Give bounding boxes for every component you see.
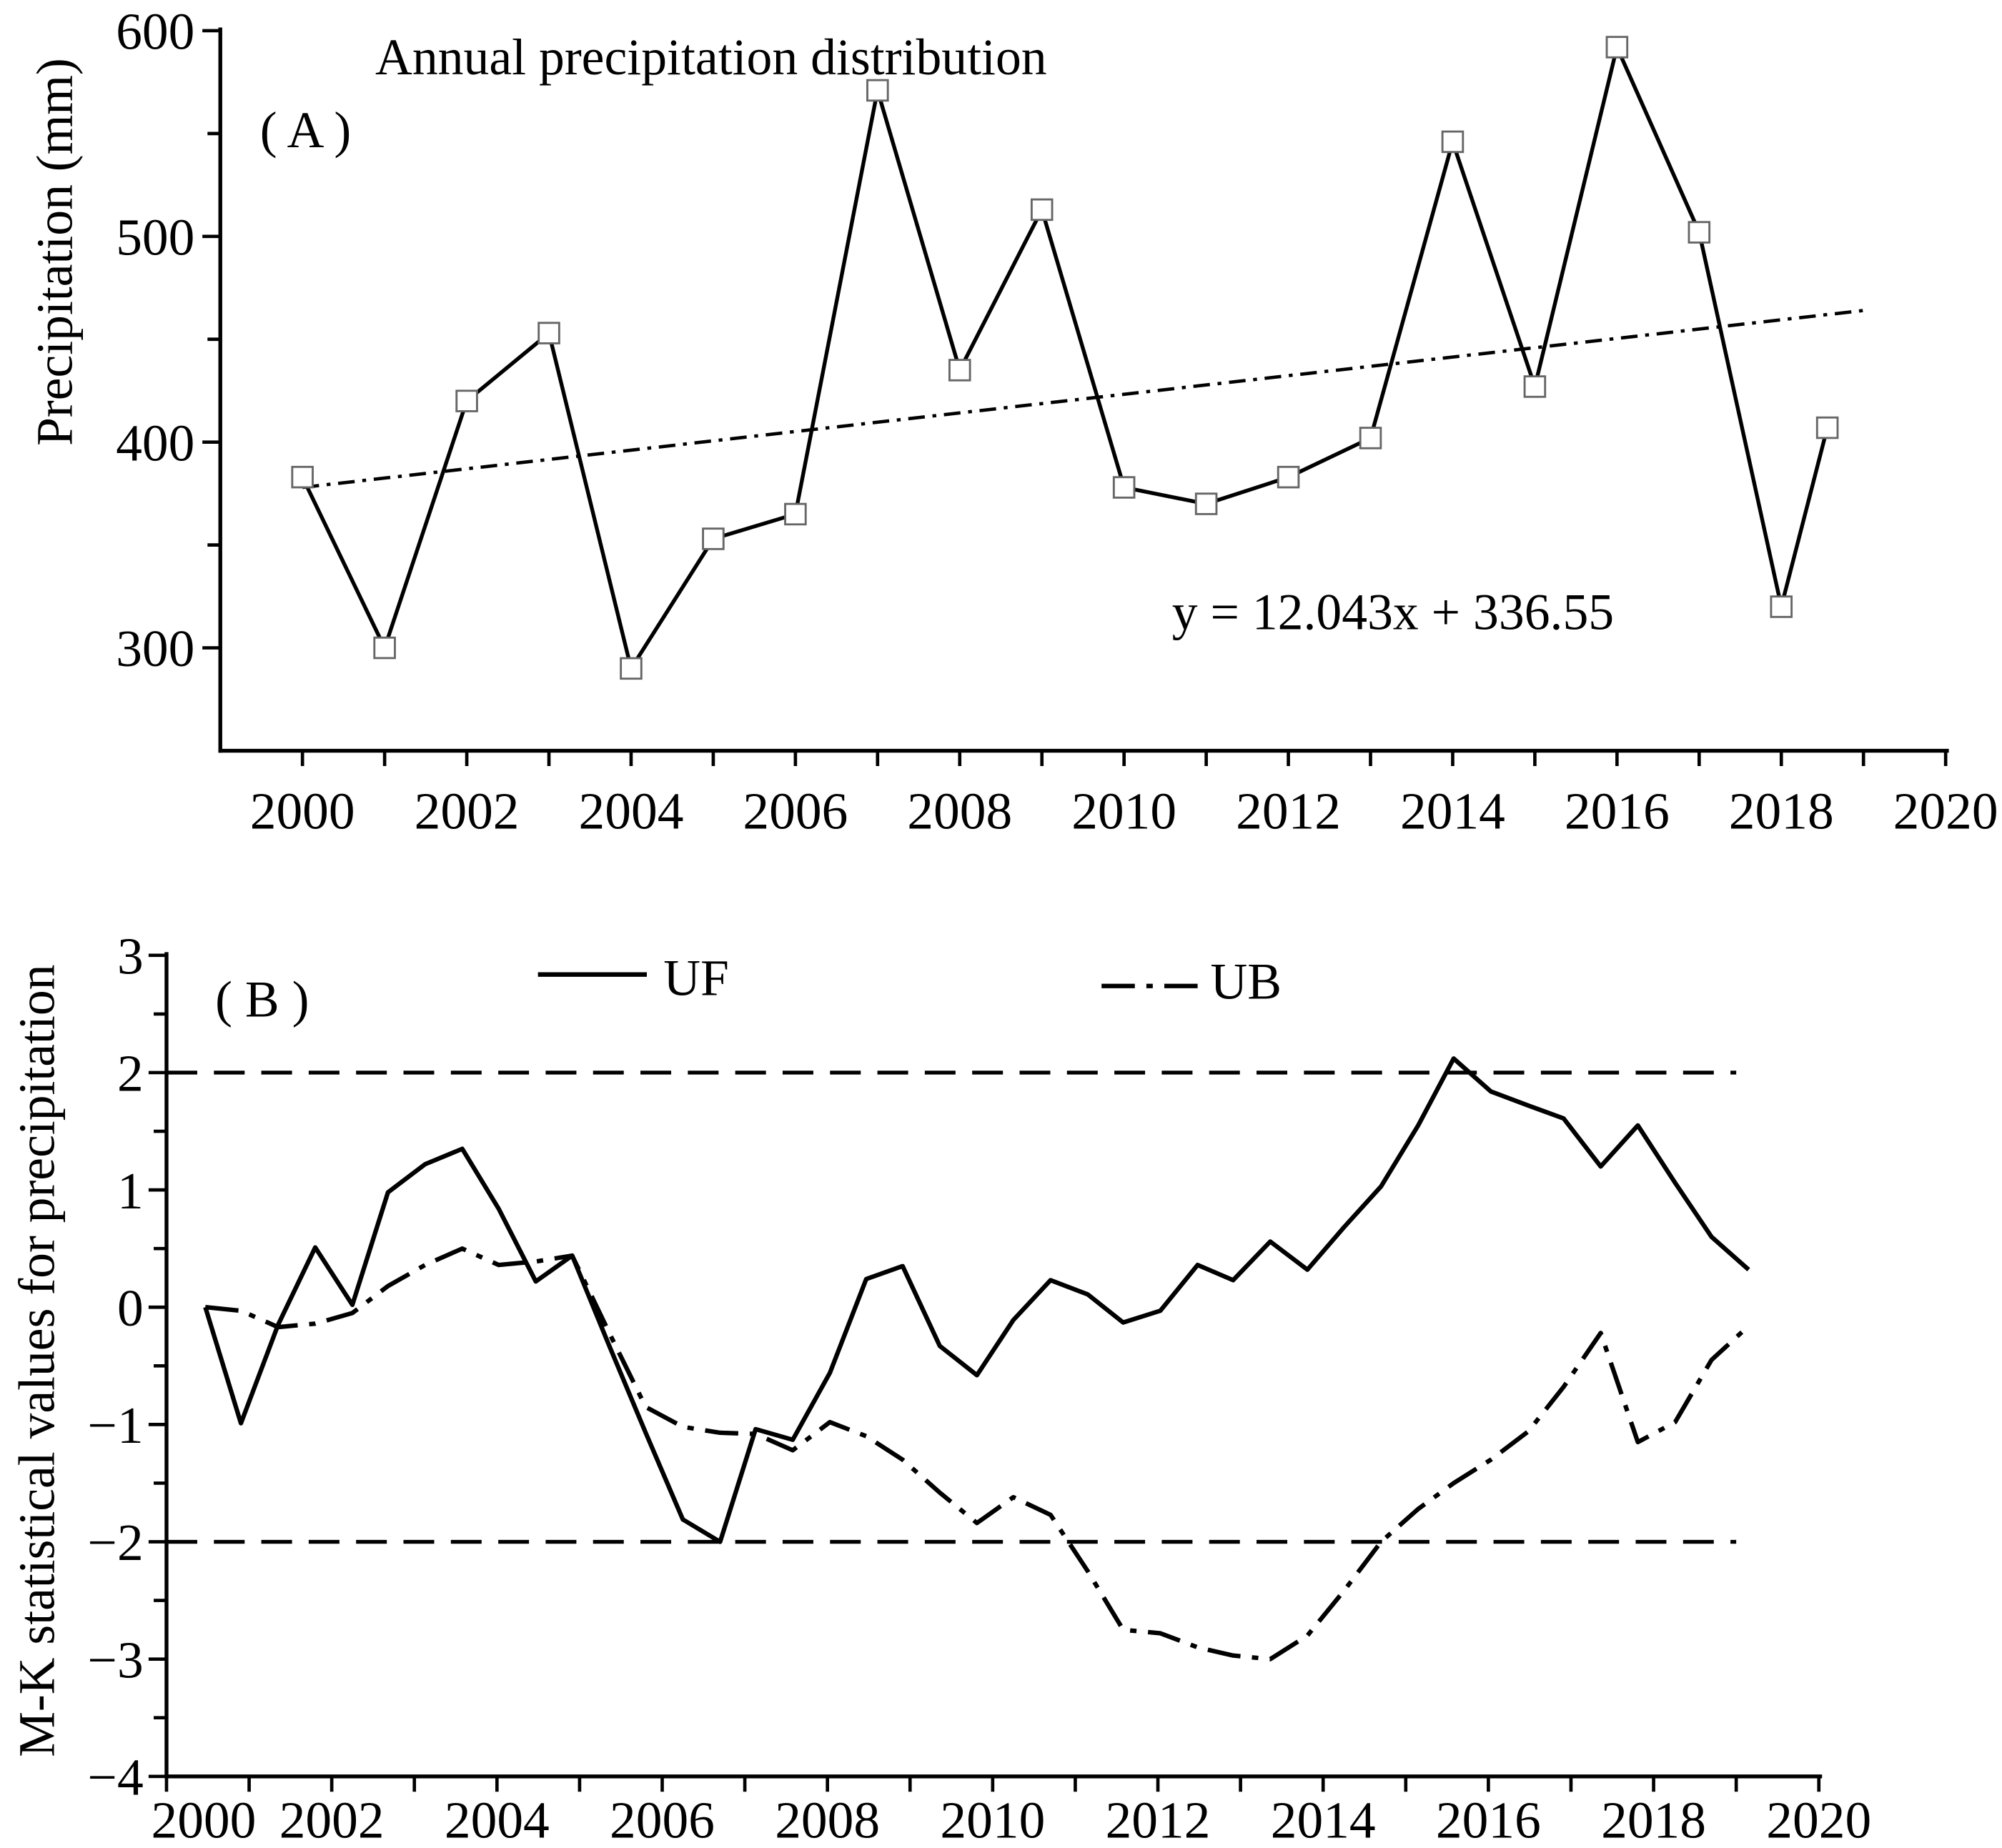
panel-b-y-tick-label: 2	[117, 1045, 144, 1103]
panel-a-x-tick-label: 2016	[1565, 783, 1670, 840]
panel-b-y-tick-label: −3	[88, 1631, 144, 1689]
panel-a-x-tick-label: 2000	[250, 783, 355, 840]
panel-b-y-tick-label: 1	[117, 1162, 144, 1220]
panel-b-reference-lines	[166, 1070, 1737, 1544]
precipitation-point	[702, 527, 725, 550]
precipitation-point	[1112, 476, 1136, 499]
precipitation-point	[1277, 465, 1300, 489]
precipitation-point	[1194, 492, 1218, 515]
panel-a-label: ( A )	[260, 102, 351, 159]
panel-b-series-group	[203, 1056, 1750, 1661]
panel-b-y-axis-title: M-K statistical values for precipitation	[9, 965, 65, 1757]
panel-b-x-tick-label: 2014	[1271, 1792, 1376, 1848]
precipitation-point	[1359, 427, 1382, 449]
panel-b-y-tick-label: 3	[117, 928, 144, 985]
legend-uf-label: UF	[663, 950, 729, 1006]
panel-a-x-tick-label: 2008	[907, 783, 1012, 840]
ub-line	[204, 1246, 1750, 1661]
panel-b-y-tick-label: −2	[88, 1514, 144, 1571]
panel-a-x-tick-label: 2018	[1729, 783, 1834, 840]
precipitation-point	[948, 359, 971, 382]
precipitation-point	[1441, 130, 1465, 154]
precipitation-point	[1523, 375, 1547, 398]
panel-a-y-tick-label: 400	[116, 414, 194, 472]
precipitation-point	[1815, 416, 1839, 439]
panel-b-ticks: 2000 2002 2004 2006 2008 2010 2012 2014 2016 2018…	[88, 928, 1872, 1848]
panel-b-y-tick-label: 0	[117, 1279, 144, 1337]
panel-a-y-tick-label: 600	[116, 3, 194, 61]
precipitation-point	[1770, 595, 1793, 618]
precipitation-point	[784, 502, 807, 526]
panel-b-x-tick-label: 2000	[151, 1792, 256, 1848]
panel-a-x-tick-label: 2004	[579, 783, 684, 840]
panel-b-chart: 2000 2002 2004 2006 2008 2010 2012 2014 2016 2018…	[9, 928, 1871, 1848]
panel-b-x-tick-label: 2006	[610, 1792, 715, 1848]
precipitation-point	[1605, 36, 1629, 59]
precipitation-point	[1030, 198, 1054, 222]
panel-a-y-tick-label: 300	[116, 620, 194, 677]
panel-b-x-tick-label: 2002	[279, 1792, 385, 1848]
panel-a-y-tick-label: 500	[116, 209, 194, 267]
panel-a-x-tick-label: 2006	[743, 783, 848, 840]
panel-b-x-tick-label: 2016	[1436, 1792, 1541, 1848]
panel-a-x-tick-label: 2014	[1400, 783, 1505, 840]
precipitation-point	[455, 389, 478, 412]
panel-b-x-tick-label: 2008	[775, 1792, 880, 1848]
legend-ub-label: UB	[1211, 954, 1282, 1010]
panel-b-y-tick-label: −4	[88, 1749, 144, 1807]
panel-a-trend-group	[302, 309, 1864, 490]
panel-b-x-tick-label: 2004	[445, 1792, 550, 1848]
panel-a-y-axis-title: Precipitation (mm)	[26, 58, 83, 446]
precipitation-line	[300, 41, 1830, 674]
precipitation-point	[291, 465, 314, 489]
trend-equation: y = 12.043x + 336.55	[1172, 585, 1614, 641]
panel-a-x-tick-label: 2012	[1236, 783, 1341, 840]
panel-a-chart: 2000 2002 2004 2006 2008 2010 2012 2014 2016 2018…	[26, 3, 1998, 840]
precipitation-point	[866, 79, 889, 102]
precipitation-point	[373, 636, 396, 660]
panel-b-y-tick-label: −1	[88, 1396, 144, 1454]
panel-b-x-tick-label: 2018	[1601, 1792, 1706, 1848]
panel-b-legend: UF UB	[537, 950, 1282, 1010]
panel-b-x-tick-label: 2012	[1106, 1792, 1211, 1848]
panel-a-x-tick-label: 2010	[1071, 783, 1176, 840]
panel-b-x-tick-label: 2020	[1766, 1792, 1871, 1848]
precipitation-point	[1688, 221, 1711, 244]
precipitation-point	[620, 657, 643, 680]
precipitation-point	[537, 322, 560, 344]
panel-b-x-tick-label: 2010	[940, 1792, 1045, 1848]
panel-a-x-tick-label: 2020	[1893, 783, 1998, 840]
panel-a-trend-line	[302, 309, 1864, 490]
uf-line	[203, 1056, 1750, 1544]
panel-a-ticks: 2000 2002 2004 2006 2008 2010 2012 2014 2016 2018…	[116, 3, 1998, 840]
panel-a-title: Annual precipitation distribution	[375, 29, 1047, 86]
panel-b-label: ( B )	[215, 972, 309, 1028]
panel-a-series-group	[291, 36, 1839, 680]
panel-a-x-tick-label: 2002	[415, 783, 520, 840]
